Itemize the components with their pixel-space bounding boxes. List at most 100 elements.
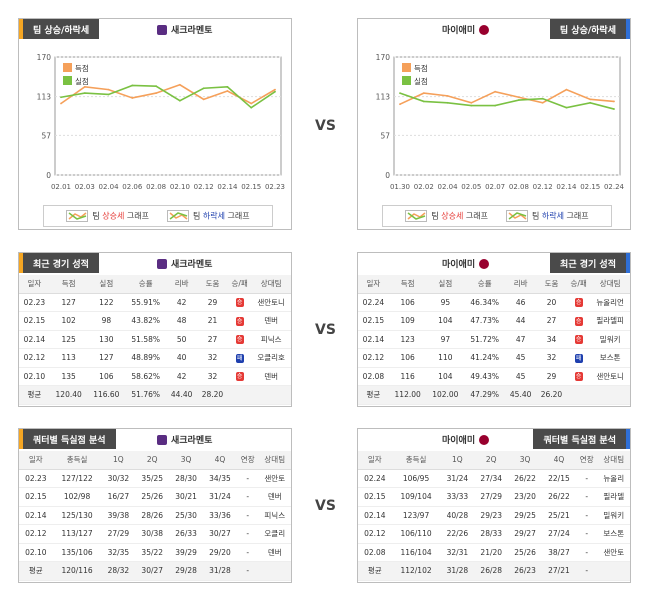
- table-cell: 39/29: [169, 543, 204, 562]
- table-cell: 02.23: [19, 293, 50, 312]
- data-point: [202, 98, 205, 101]
- table-row: 02.14 123/97 40/28 29/23 29/25 25/21- 밀워키: [358, 506, 630, 525]
- table-cell: 32: [197, 348, 228, 368]
- result-badge: 승: [574, 335, 583, 345]
- column-header: 총득실: [52, 451, 102, 470]
- left-team-name: 새크라멘토: [171, 26, 213, 36]
- result-badge: 승: [235, 316, 244, 326]
- average-row: 평균 112/102 31/28 26/28 26/23 27/21-: [358, 561, 630, 581]
- table-cell: 평균: [19, 561, 53, 581]
- x-tick-label: 02.23: [265, 183, 285, 191]
- table-cell: 평균: [358, 385, 389, 405]
- table-cell: 승: [227, 330, 252, 349]
- sacramento-logo-icon: [157, 24, 167, 35]
- data-point: [60, 96, 62, 99]
- table-cell: -: [575, 506, 598, 525]
- left-recent-table: 일자 득점 실점 승률 리바 도움 승/패 상대팀 02.23 127 122 55.91% 42 29…: [19, 275, 291, 405]
- column-header: 상대팀: [258, 451, 291, 470]
- table-cell: 28.20: [197, 385, 228, 405]
- table-cell: 25/21: [542, 506, 576, 525]
- table-cell: 30/38: [135, 524, 170, 544]
- down-swatch-icon: [167, 210, 189, 222]
- data-point: [589, 98, 592, 101]
- table-cell: 26/22: [508, 469, 543, 488]
- table-cell: 평균: [19, 385, 50, 405]
- result-badge: 승: [235, 372, 244, 382]
- column-header: 4Q: [203, 451, 237, 470]
- table-row: 02.08 116/104 32/31 21/20 25/26 38/27- 샌안토: [358, 543, 630, 562]
- table-cell: 02.10: [19, 543, 53, 562]
- table-cell: 27: [197, 330, 228, 349]
- result-badge: 패: [235, 353, 244, 363]
- table-cell: 22/15: [542, 469, 576, 488]
- table-cell: 127: [49, 293, 88, 312]
- column-header: 일자: [19, 451, 53, 470]
- table-cell: 22/26: [440, 524, 475, 544]
- table-cell: 48.89%: [125, 348, 167, 368]
- table-cell: 49.43%: [464, 367, 506, 386]
- data-point: [446, 101, 449, 104]
- table-cell: 35/22: [135, 543, 170, 562]
- table-cell: 110: [426, 348, 465, 368]
- table-row: 02.14 125/130 39/38 28/26 25/30 33/36- 피닉스: [19, 506, 291, 525]
- table-cell: 58.62%: [125, 367, 167, 386]
- table-cell: 덴버: [258, 543, 291, 562]
- column-header: 연장: [236, 451, 259, 470]
- column-header: 3Q: [508, 451, 543, 470]
- sacramento-logo-icon: [157, 258, 167, 269]
- table-cell: 27/29: [101, 524, 136, 544]
- table-cell: 135: [49, 367, 88, 386]
- table-cell: 29/27: [508, 524, 543, 544]
- column-header: 실점: [87, 275, 126, 294]
- table-cell: 135/106: [52, 543, 102, 562]
- table-cell: 116: [388, 367, 427, 386]
- right-recent-table: 일자 득점 실점 승률 리바 도움 승/패 상대팀 02.24 106 95 46.34% 46 20 승…: [358, 275, 630, 405]
- table-cell: 뉴올리언: [590, 293, 630, 312]
- right-recent-header: 최근 경기 성적: [550, 253, 630, 273]
- table-cell: 02.23: [19, 469, 53, 488]
- table-cell: 106: [388, 348, 427, 368]
- y-tick-label: 113: [376, 93, 391, 102]
- x-tick-label: 02.10: [170, 183, 190, 191]
- table-cell: 106/95: [391, 469, 441, 488]
- table-cell: -: [236, 469, 259, 488]
- table-cell: 30/32: [101, 469, 136, 488]
- table-row: 02.12 106 110 41.24% 45 32 패 보스톤: [358, 348, 630, 368]
- table-cell: 02.15: [19, 487, 53, 507]
- table-cell: 02.24: [358, 469, 392, 488]
- data-point: [226, 90, 229, 92]
- table-cell: 45: [505, 348, 537, 368]
- table-cell: 승: [227, 293, 252, 312]
- table-cell: 112/102: [391, 561, 441, 581]
- x-tick-label: 02.04: [99, 183, 120, 191]
- right-team-name: 마이애미: [442, 26, 476, 36]
- table-cell: 122: [87, 293, 126, 312]
- table-cell: -: [575, 487, 598, 507]
- data-point: [107, 88, 110, 91]
- table-cell: 02.14: [358, 330, 389, 349]
- left-trend-chart: 170 113 57 002.01 02.03 02.04 02.06 02.08 02.10 0…: [37, 53, 285, 191]
- average-row: 평균 112.00 102.00 47.29% 45.40 26.20: [358, 385, 630, 405]
- y-tick-label: 0: [385, 171, 390, 180]
- table-cell: 33/36: [203, 506, 237, 525]
- table-cell: 오클리: [258, 524, 291, 544]
- table-cell: 샌안토니: [251, 293, 291, 312]
- table-cell: 23/20: [508, 487, 543, 507]
- table-cell: 02.08: [358, 543, 392, 562]
- table-cell: 밀워키: [597, 506, 630, 525]
- table-cell: 02.12: [358, 348, 389, 368]
- table-cell: 44: [505, 311, 537, 331]
- column-header: 상대팀: [597, 451, 630, 470]
- table-cell: 106/110: [391, 524, 441, 544]
- y-tick-label: 170: [37, 53, 52, 62]
- up-legend: 팀 상승세 그래프: [405, 210, 488, 222]
- table-cell: 43.82%: [125, 311, 167, 331]
- table-cell: 02.10: [19, 367, 50, 386]
- table-cell: 승: [566, 367, 591, 386]
- right-trend-header: 팀 상승/하락세: [549, 19, 630, 39]
- table-cell: 덴버: [251, 367, 291, 386]
- table-cell: 29/25: [508, 506, 543, 525]
- table-cell: 113/127: [52, 524, 102, 544]
- column-header: 2Q: [135, 451, 170, 470]
- table-cell: -: [575, 469, 598, 488]
